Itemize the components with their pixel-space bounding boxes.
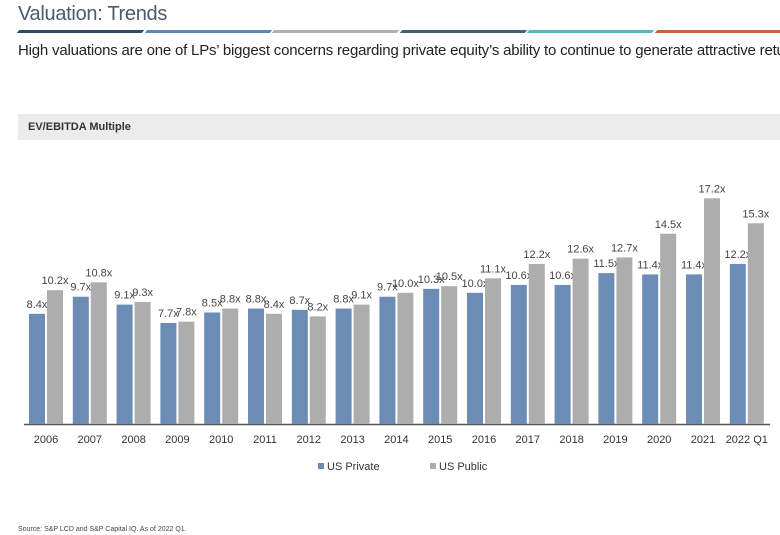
data-label: 12.6x: [567, 244, 594, 256]
legend-swatch: [318, 463, 324, 469]
data-label: 11.4x: [637, 259, 664, 271]
bar-us-public: [660, 233, 677, 424]
bar-us-public: [178, 321, 195, 424]
bar-us-private: [642, 274, 659, 424]
bar-us-public: [353, 304, 370, 424]
x-tick-label: 2015: [428, 434, 452, 446]
data-label: 8.2x: [307, 301, 328, 313]
x-tick-label: 2011: [253, 434, 277, 446]
legend-swatch: [430, 463, 436, 469]
data-label: 8.5x: [202, 297, 223, 309]
data-label: 8.7x: [289, 295, 310, 307]
x-tick-label: 2022 Q1: [726, 434, 768, 446]
data-label: 12.7x: [611, 242, 638, 254]
bar-us-private: [291, 309, 308, 424]
data-label: 9.7x: [377, 282, 398, 294]
data-label: 11.4x: [681, 259, 708, 271]
x-tick-label: 2006: [34, 434, 58, 446]
bar-us-public: [441, 286, 458, 424]
data-label: 12.2x: [523, 249, 550, 261]
x-tick-label: 2010: [209, 434, 233, 446]
x-tick-label: 2018: [559, 434, 583, 446]
bar-us-private: [204, 312, 221, 424]
x-tick-label: 2007: [78, 434, 102, 446]
x-tick-label: 2013: [340, 434, 364, 446]
data-label: 10.0x: [392, 278, 419, 290]
x-tick-label: 2012: [297, 434, 321, 446]
bar-us-public: [616, 257, 633, 424]
x-tick-label: 2014: [384, 434, 408, 446]
data-label: 8.4x: [27, 299, 48, 311]
data-label: 8.8x: [220, 294, 241, 306]
chart-title: EV/EBITDA Multiple: [28, 121, 131, 133]
data-label: 12.2x: [724, 249, 751, 261]
data-label: 7.8x: [176, 307, 197, 319]
x-tick-label: 2020: [647, 434, 671, 446]
data-label: 10.0x: [462, 278, 489, 290]
bar-us-private: [116, 304, 133, 424]
data-label: 10.2x: [42, 275, 69, 287]
x-tick-label: 2009: [165, 434, 189, 446]
bar-us-private: [598, 273, 615, 424]
page-subtitle: High valuations are one of LPs’ biggest …: [18, 42, 780, 59]
bar-us-private: [554, 284, 571, 424]
data-label: 10.6x: [549, 270, 576, 282]
data-label: 17.2x: [699, 183, 726, 195]
bar-us-private: [510, 284, 527, 424]
bar-us-public: [528, 263, 545, 424]
bar-us-private: [423, 288, 440, 424]
data-label: 9.1x: [351, 290, 372, 302]
data-label: 7.7x: [158, 308, 179, 320]
bar-us-private: [160, 322, 177, 424]
bar-us-private: [248, 308, 264, 424]
bar-us-public: [222, 308, 239, 424]
bar-us-private: [467, 292, 483, 424]
bar-us-public: [485, 278, 501, 424]
x-tick-label: 2008: [121, 434, 145, 446]
data-label: 9.3x: [132, 287, 153, 299]
bar-us-public: [134, 301, 151, 424]
data-label: 10.5x: [436, 271, 463, 283]
page-title: Valuation: Trends: [18, 3, 168, 25]
x-tick-label: 2021: [691, 434, 715, 446]
bar-us-public: [47, 290, 63, 424]
data-label: 15.3x: [742, 208, 769, 220]
chart-title-band: EV/EBITDA Multiple: [18, 114, 780, 140]
data-label: 11.1x: [480, 263, 507, 275]
bar-us-public: [397, 292, 414, 424]
x-tick-label: 2016: [472, 434, 496, 446]
data-label: 11.5x: [593, 258, 620, 270]
legend-label: US Private: [327, 461, 380, 473]
bar-us-public: [309, 316, 326, 424]
data-label: 10.6x: [505, 270, 532, 282]
bar-us-public: [90, 282, 107, 424]
source-note: Source: S&P LCD and S&P Capital IQ. As o…: [18, 526, 187, 533]
bar-us-private: [72, 296, 89, 424]
data-label: 8.8x: [246, 294, 267, 306]
data-label: 9.1x: [114, 290, 135, 302]
bar-us-public: [704, 198, 720, 424]
legend-label: US Public: [439, 461, 488, 473]
data-label: 10.3x: [418, 274, 445, 286]
data-label: 8.8x: [333, 294, 354, 306]
bar-us-private: [379, 296, 396, 424]
bar-us-public: [747, 223, 764, 424]
bar-us-private: [335, 308, 352, 424]
bar-us-private: [729, 263, 746, 424]
data-label: 14.5x: [655, 219, 682, 231]
bar-us-private: [686, 274, 702, 424]
data-label: 8.4x: [264, 299, 285, 311]
bar-us-public: [266, 313, 282, 424]
bar-us-private: [29, 313, 45, 424]
bar-us-public: [572, 258, 589, 424]
data-label: 9.7x: [70, 282, 91, 294]
data-label: 10.8x: [85, 267, 112, 279]
x-tick-label: 2017: [516, 434, 540, 446]
x-tick-label: 2019: [603, 434, 627, 446]
